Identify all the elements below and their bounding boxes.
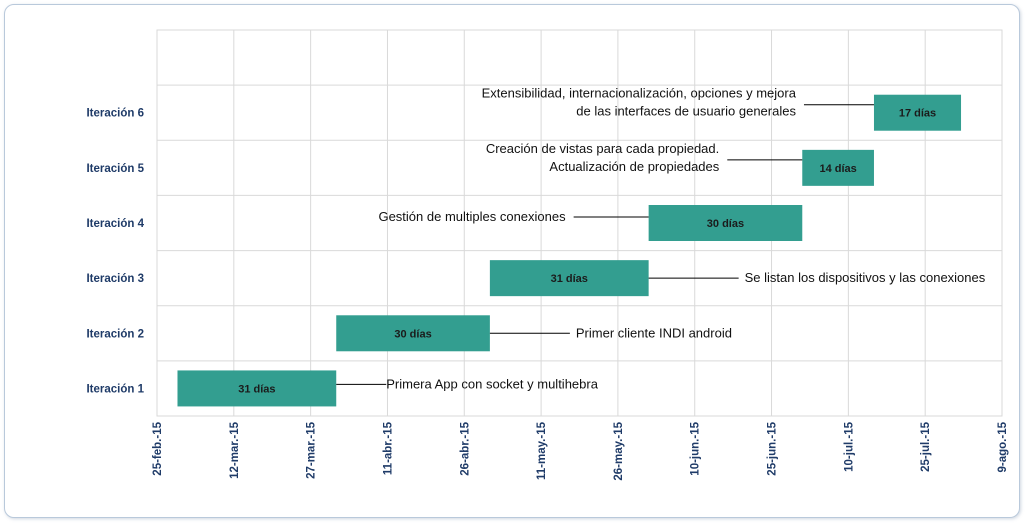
- gantt-bar: [873, 94, 962, 131]
- y-category-label: Iteración 2: [86, 328, 144, 340]
- x-tick-label: 11-abr.-15: [382, 421, 394, 475]
- x-tick-label: 10-jun.-15: [690, 421, 702, 475]
- y-category-label: Iteración 5: [86, 163, 144, 175]
- y-category-label: Iteración 1: [86, 383, 144, 395]
- x-tick-label: 10-jul.-15: [843, 421, 855, 471]
- y-category-label: Iteración 3: [86, 273, 144, 285]
- x-tick-label: 25-feb.-15: [152, 421, 164, 475]
- annotation-text: Actualización de propiedades: [549, 159, 719, 174]
- x-tick-label: 9-ago.-15: [997, 421, 1009, 472]
- bar-duration-label: 31 días: [551, 273, 588, 285]
- bar-duration-label: 31 días: [238, 383, 275, 395]
- annotation-text: Extensibilidad, internacionalización, op…: [482, 86, 797, 101]
- gantt-bar: [336, 315, 490, 352]
- chart-frame: 25-feb.-15 12-mar.-15 27-mar.-15 11-abr.-15…: [4, 4, 1020, 518]
- gantt-bar: [177, 370, 337, 407]
- x-tick-label: 12-mar.-15: [229, 421, 241, 479]
- bar-duration-label: 30 días: [707, 218, 744, 230]
- y-category-label: Iteración 4: [86, 218, 144, 230]
- x-tick-label: 25-jul.-15: [920, 421, 932, 471]
- annotation-text: Gestión de multiples conexiones: [378, 209, 566, 224]
- x-tick-label: 26-abr.-15: [459, 421, 471, 475]
- bar-duration-label: 30 días: [394, 328, 431, 340]
- bar-duration-label: 17 días: [899, 108, 936, 120]
- x-tick-label: 11-may.-15: [536, 421, 548, 480]
- annotation-text: de las interfaces de usuario generales: [576, 104, 796, 119]
- gantt-chart: 25-feb.-15 12-mar.-15 27-mar.-15 11-abr.-15…: [86, 29, 1009, 481]
- x-tick-label: 27-mar.-15: [306, 421, 318, 479]
- y-category-label: Iteración 6: [86, 108, 144, 120]
- gantt-bar: [802, 149, 874, 186]
- bar-duration-label: 14 días: [819, 163, 856, 175]
- annotation-text: Se listan los dispositivos y las conexio…: [745, 270, 986, 285]
- gantt-bar: [489, 260, 649, 297]
- x-tick-label: 25-jun.-15: [767, 421, 779, 475]
- annotation-text: Primera App con socket y multihebra: [386, 376, 598, 391]
- annotation-text: Primer cliente INDI android: [576, 325, 732, 340]
- gantt-bar: [648, 205, 803, 241]
- x-tick-label: 26-may.-15: [613, 421, 625, 480]
- annotation-text: Creación de vistas para cada propiedad.: [486, 141, 719, 156]
